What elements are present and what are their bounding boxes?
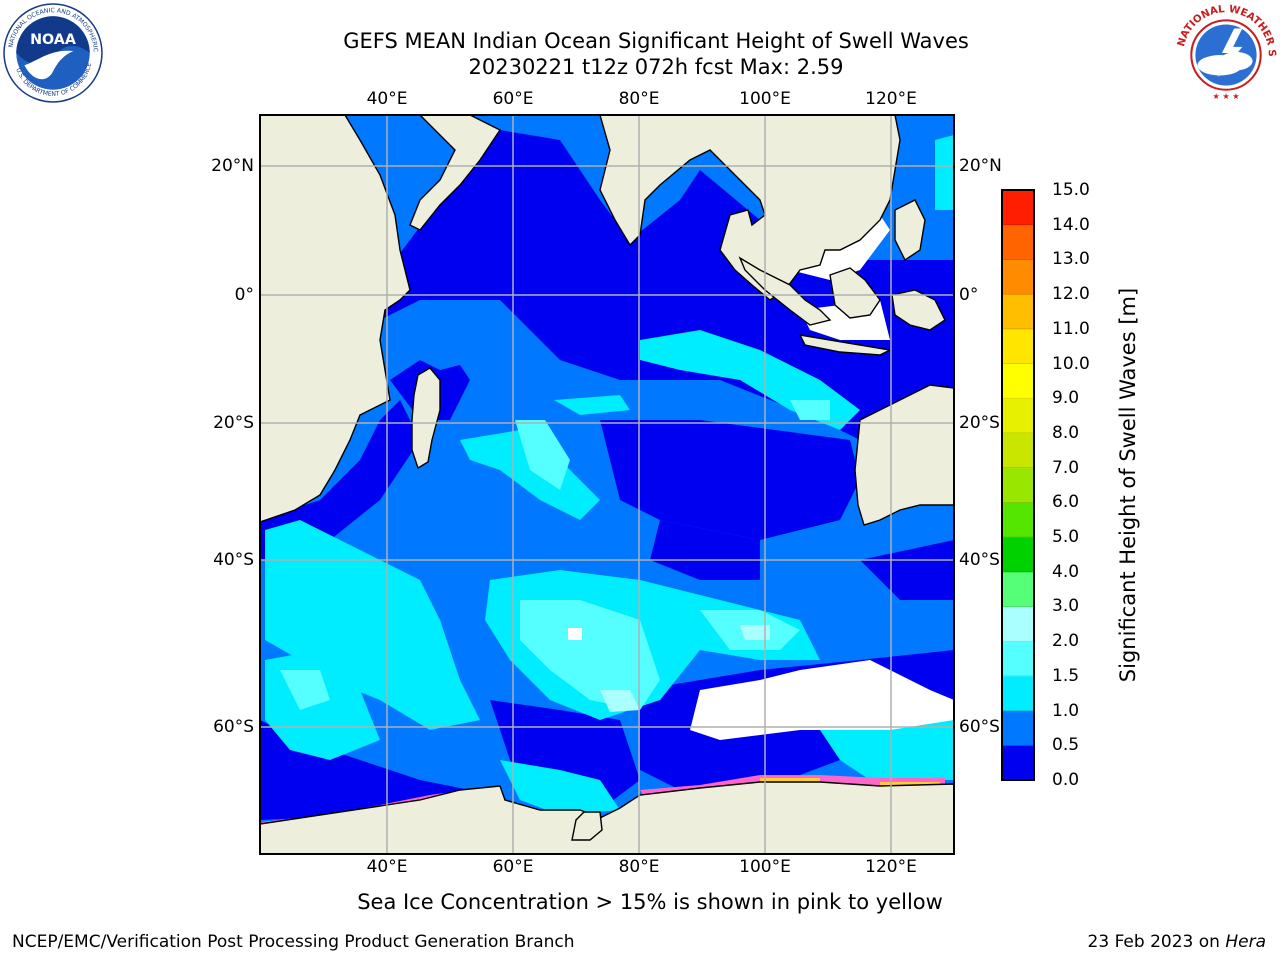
colorbar [1001,189,1035,781]
colorbar-swatch [1002,363,1034,399]
lat-tick-right: 20°S [959,413,1000,433]
colorbar-tick-label: 12.0 [1052,284,1090,305]
lat-tick-left: 20°N [211,156,254,176]
lon-tick-bottom: 60°E [492,857,534,877]
lon-tick-top: 60°E [492,89,534,109]
footer-date-text: 23 Feb 2023 on [1087,932,1226,952]
colorbar-tick-label: 10.0 [1052,353,1090,374]
colorbar-swatch [1002,675,1034,712]
lat-tick-left: 60°S [213,717,254,737]
colorbar-tick-label: 2.0 [1052,631,1080,652]
nws-logo-icon: NATIONAL WEATHER SERVICE ★ ★ ★ [1174,2,1277,102]
colorbar-tick-label: 0.5 [1052,735,1080,756]
peak-swell-areas [600,625,770,712]
lon-tick-bottom: 40°E [366,857,408,877]
colorbar-title: Significant Height of Swell Waves [m] [1116,287,1140,683]
colorbar-swatch [1002,606,1034,642]
colorbar-frame [1001,189,1035,781]
colorbar-swatch [1002,710,1034,746]
graticule [260,115,954,854]
noaa-logo-icon: NOAA NATIONAL OCEANIC AND ATMOSPHERIC AD… [2,2,103,103]
colorbar-tick-label: 15.0 [1052,180,1090,200]
colorbar-swatch [1002,294,1034,330]
chart-subtitle: 20230221 t12z 072h fcst Max: 2.59 [468,55,844,79]
lat-tick-right: 0° [959,285,979,305]
colorbar-swatch [1002,745,1034,781]
lon-tick-top: 100°E [739,89,791,109]
svg-text:NOAA: NOAA [30,32,76,48]
lat-tick-left: 0° [234,285,254,305]
colorbar-tick-label: 1.5 [1052,665,1080,686]
colorbar-swatch [1002,467,1034,503]
map-frame [259,114,955,855]
colorbar-tick-label: 5.0 [1052,527,1080,548]
colorbar-tick-label: 7.0 [1052,457,1080,478]
lon-tick-bottom: 100°E [739,857,791,877]
colorbar-tick-label: 6.0 [1052,492,1080,513]
chart-title: GEFS MEAN Indian Ocean Significant Heigh… [343,29,969,53]
colorbar-swatch [1002,537,1034,573]
colorbar-tick-label: 0.0 [1052,770,1080,790]
colorbar-tick-label: 11.0 [1052,318,1090,339]
colorbar-swatch [1002,571,1034,607]
colorbar-swatch [1002,224,1034,260]
lon-tick-bottom: 120°E [865,857,917,877]
colorbar-swatch [1002,502,1034,538]
lat-tick-left: 40°S [213,550,254,570]
colorbar-swatch [1002,190,1034,226]
colorbar-tick-label: 9.0 [1052,388,1080,409]
colorbar-swatch [1002,641,1034,677]
svg-text:★ ★ ★: ★ ★ ★ [1212,91,1239,101]
colorbar-swatch [1002,259,1034,295]
colorbar-tick-label: 1.0 [1052,700,1080,721]
lon-tick-bottom: 80°E [618,857,660,877]
footer-host: Hera [1225,932,1266,952]
colorbar-swatch [1002,432,1034,469]
lon-tick-top: 120°E [865,89,917,109]
colorbar-tick-label: 3.0 [1052,596,1080,617]
colorbar-tick-label: 13.0 [1052,249,1090,270]
lat-tick-left: 20°S [213,413,254,433]
colorbar-tick-label: 4.0 [1052,561,1080,582]
lat-tick-right: 60°S [959,717,1000,737]
footer-date: 23 Feb 2023 on Hera [1088,932,1266,952]
footer-credit: NCEP/EMC/Verification Post Processing Pr… [12,932,575,952]
colorbar-swatch [1002,398,1034,434]
colorbar-swatch [1002,328,1034,365]
lon-tick-top: 80°E [618,89,660,109]
colorbar-tick-label: 8.0 [1052,422,1080,443]
lat-tick-right: 20°N [959,156,1002,176]
land-masses [260,115,954,854]
colorbar-tick-label: 14.0 [1052,214,1090,235]
lon-tick-top: 40°E [366,89,408,109]
sea-ice-caption: Sea Ice Concentration > 15% is shown in … [357,890,943,914]
lat-tick-right: 40°S [959,550,1000,570]
